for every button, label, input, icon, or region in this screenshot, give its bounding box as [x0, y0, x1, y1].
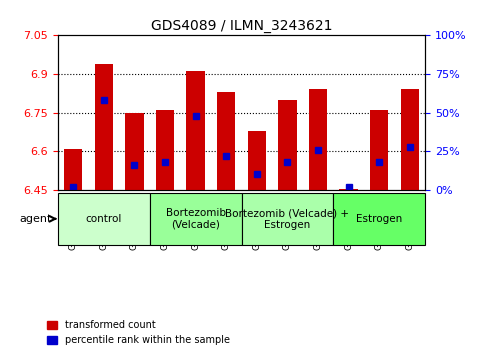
Bar — [95, 64, 113, 190]
Title: GDS4089 / ILMN_3243621: GDS4089 / ILMN_3243621 — [151, 19, 332, 33]
Bar — [309, 90, 327, 190]
FancyBboxPatch shape — [58, 193, 150, 245]
Bar — [370, 110, 388, 190]
Bar — [340, 189, 358, 190]
FancyBboxPatch shape — [150, 193, 242, 245]
Text: Estrogen: Estrogen — [356, 214, 402, 224]
Text: Bortezomib (Velcade) +
Estrogen: Bortezomib (Velcade) + Estrogen — [226, 208, 349, 230]
Bar — [125, 113, 143, 190]
FancyBboxPatch shape — [242, 193, 333, 245]
Bar — [156, 110, 174, 190]
Bar — [248, 131, 266, 190]
Legend: transformed count, percentile rank within the sample: transformed count, percentile rank withi… — [43, 316, 234, 349]
Text: agent: agent — [19, 214, 52, 224]
Bar — [217, 92, 235, 190]
Text: Bortezomib
(Velcade): Bortezomib (Velcade) — [166, 208, 226, 230]
Bar — [186, 72, 205, 190]
FancyBboxPatch shape — [333, 193, 425, 245]
Bar — [278, 100, 297, 190]
Bar — [64, 149, 83, 190]
Bar — [400, 90, 419, 190]
Text: control: control — [85, 214, 122, 224]
